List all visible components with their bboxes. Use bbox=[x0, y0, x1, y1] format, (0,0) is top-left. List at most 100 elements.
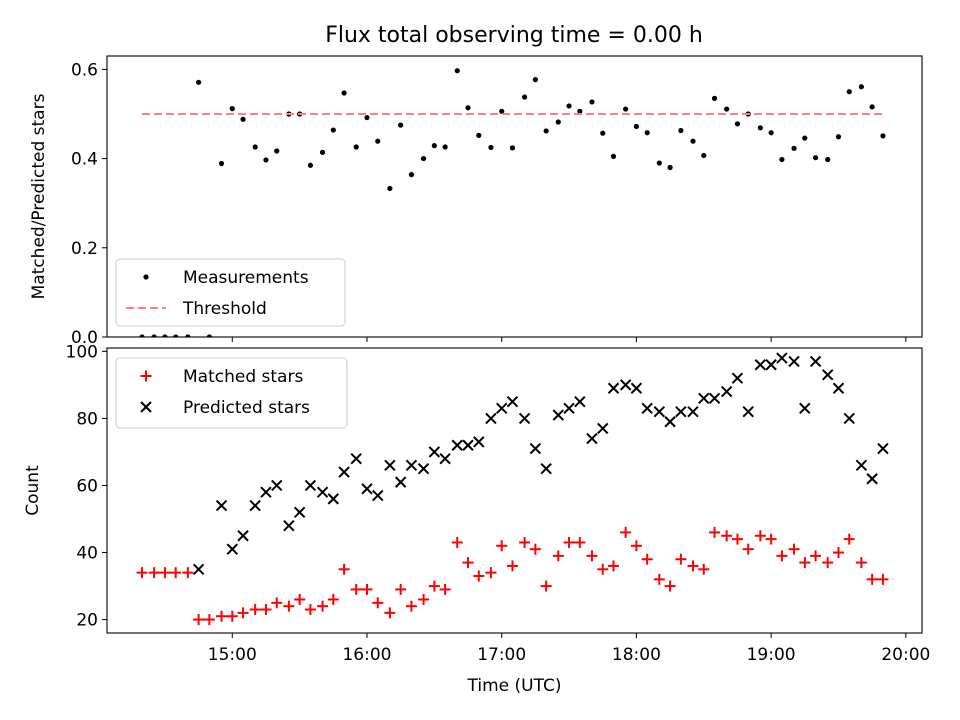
y-tick-label: 80 bbox=[76, 409, 98, 429]
matched-point bbox=[136, 567, 148, 579]
predicted-point bbox=[260, 486, 272, 498]
predicted-point bbox=[237, 530, 249, 542]
matched-point bbox=[361, 583, 373, 595]
measurement-point bbox=[398, 122, 404, 128]
predicted-point bbox=[384, 459, 396, 472]
predicted-point bbox=[485, 412, 497, 425]
predicted-point-b bbox=[619, 379, 632, 391]
legend-box bbox=[115, 357, 348, 429]
measurement-point bbox=[724, 106, 730, 112]
predicted-point bbox=[641, 402, 653, 415]
matched-point bbox=[304, 604, 316, 616]
matched-point bbox=[731, 533, 743, 545]
measurement-point bbox=[263, 157, 269, 163]
y-tick-label: 40 bbox=[76, 544, 98, 564]
predicted-point bbox=[809, 355, 822, 368]
predicted-point-b bbox=[788, 355, 800, 368]
predicted-point bbox=[394, 476, 407, 488]
matched-point bbox=[226, 610, 238, 622]
y-tick-label: 60 bbox=[76, 476, 98, 496]
predicted-point-b bbox=[304, 479, 317, 492]
measurement-point bbox=[499, 108, 505, 114]
predicted-point-b bbox=[731, 372, 744, 384]
predicted-point-b bbox=[506, 395, 519, 408]
matched-point bbox=[630, 540, 642, 552]
predicted-point-b bbox=[832, 382, 845, 394]
measurement-point bbox=[711, 95, 718, 101]
predicted-point-b bbox=[361, 483, 373, 495]
matched-point bbox=[182, 567, 194, 579]
matched-point bbox=[620, 526, 632, 538]
measurement-point bbox=[566, 103, 572, 109]
measurement-point bbox=[644, 130, 650, 136]
measurement-point bbox=[488, 144, 494, 151]
matched-point bbox=[877, 573, 889, 585]
matched-point bbox=[574, 536, 586, 548]
predicted-point-b bbox=[675, 405, 687, 418]
measurement-point bbox=[701, 152, 707, 159]
predicted-point-b bbox=[283, 519, 295, 532]
predicted-point-b bbox=[641, 402, 653, 415]
x-tick-label: 19:00 bbox=[747, 645, 796, 665]
measurement-point bbox=[509, 145, 516, 151]
predicted-point-b bbox=[877, 442, 889, 455]
matched-point bbox=[866, 573, 878, 585]
legend: Matched stars Predicted stars bbox=[115, 357, 348, 429]
measurement-point bbox=[240, 116, 246, 122]
predicted-point-b bbox=[742, 405, 754, 418]
measurement-point bbox=[835, 134, 842, 140]
predicted-point-b bbox=[428, 446, 441, 458]
matched-point bbox=[317, 600, 329, 612]
measurement-point bbox=[218, 160, 225, 167]
measurement-point bbox=[431, 143, 437, 149]
predicted-point bbox=[361, 483, 373, 495]
predicted-point-b bbox=[417, 462, 430, 475]
matched-point bbox=[563, 536, 575, 548]
predicted-point-b bbox=[327, 493, 340, 505]
predicted-point bbox=[283, 519, 295, 532]
measurement-point bbox=[162, 334, 168, 337]
predicted-point bbox=[350, 452, 362, 465]
predicted-point bbox=[720, 385, 733, 398]
x-axis-label: Time (UTC) bbox=[467, 676, 562, 696]
measurement-point bbox=[442, 144, 448, 150]
matched-point bbox=[473, 570, 485, 582]
predicted-point-b bbox=[866, 473, 878, 485]
predicted-point bbox=[855, 459, 868, 472]
predicted-point bbox=[843, 412, 855, 425]
predicted-point bbox=[586, 432, 598, 445]
matched-point bbox=[249, 604, 261, 616]
matched-point bbox=[552, 550, 564, 562]
measurement-point bbox=[880, 133, 886, 139]
y-tick-label: 100 bbox=[66, 342, 98, 362]
predicted-point-b bbox=[574, 395, 586, 408]
predicted-point-b bbox=[653, 405, 666, 418]
predicted-point bbox=[742, 405, 754, 418]
measurement-point bbox=[802, 135, 808, 141]
predicted-point bbox=[619, 379, 632, 391]
predicted-point-b bbox=[597, 422, 609, 435]
plot-area bbox=[136, 352, 889, 626]
matched-point bbox=[843, 533, 855, 545]
matched-point bbox=[283, 600, 295, 612]
measurement-point bbox=[454, 68, 460, 74]
measurement-point bbox=[555, 119, 561, 125]
axes-frame bbox=[106, 347, 923, 634]
predicted-point bbox=[607, 382, 620, 394]
measurement-point bbox=[139, 334, 145, 337]
predicted-point bbox=[776, 352, 788, 364]
predicted-point-b bbox=[249, 499, 261, 512]
matched-point bbox=[485, 567, 497, 579]
predicted-point bbox=[765, 359, 777, 371]
legend-matched-swatch bbox=[140, 370, 152, 382]
predicted-point bbox=[316, 486, 329, 498]
predicted-point bbox=[754, 359, 767, 371]
matched-point bbox=[721, 530, 733, 542]
predicted-point bbox=[271, 479, 283, 492]
predicted-point-b bbox=[843, 412, 855, 425]
measurement-point bbox=[206, 334, 212, 337]
matched-point bbox=[395, 583, 407, 595]
measurement-point bbox=[768, 130, 774, 136]
matched-point bbox=[597, 563, 609, 575]
matched-point bbox=[372, 597, 384, 609]
